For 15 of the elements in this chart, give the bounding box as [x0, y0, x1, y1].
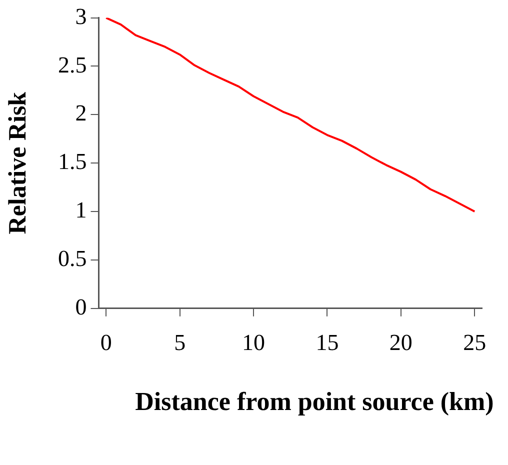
y-axis-title: Relative Risk [4, 92, 32, 234]
x-tick-label: 25 [463, 330, 486, 356]
y-tick-label: 2.5 [58, 52, 87, 78]
x-tick-label: 10 [242, 330, 266, 356]
x-tick-label: 0 [100, 330, 112, 356]
y-tick-label: 1 [75, 198, 87, 223]
x-tick-label: 15 [316, 330, 339, 356]
y-tick-label: 0.5 [58, 246, 87, 272]
y-tick-label: 3 [75, 4, 87, 29]
y-tick-label: 2 [75, 100, 87, 126]
x-tick-label: 5 [174, 330, 186, 356]
x-tick-label: 20 [389, 330, 412, 356]
x-axis-title: Distance from point source (km) [134, 386, 495, 418]
y-tick-label: 0 [75, 294, 87, 320]
y-tick-label: 1.5 [58, 149, 87, 174]
